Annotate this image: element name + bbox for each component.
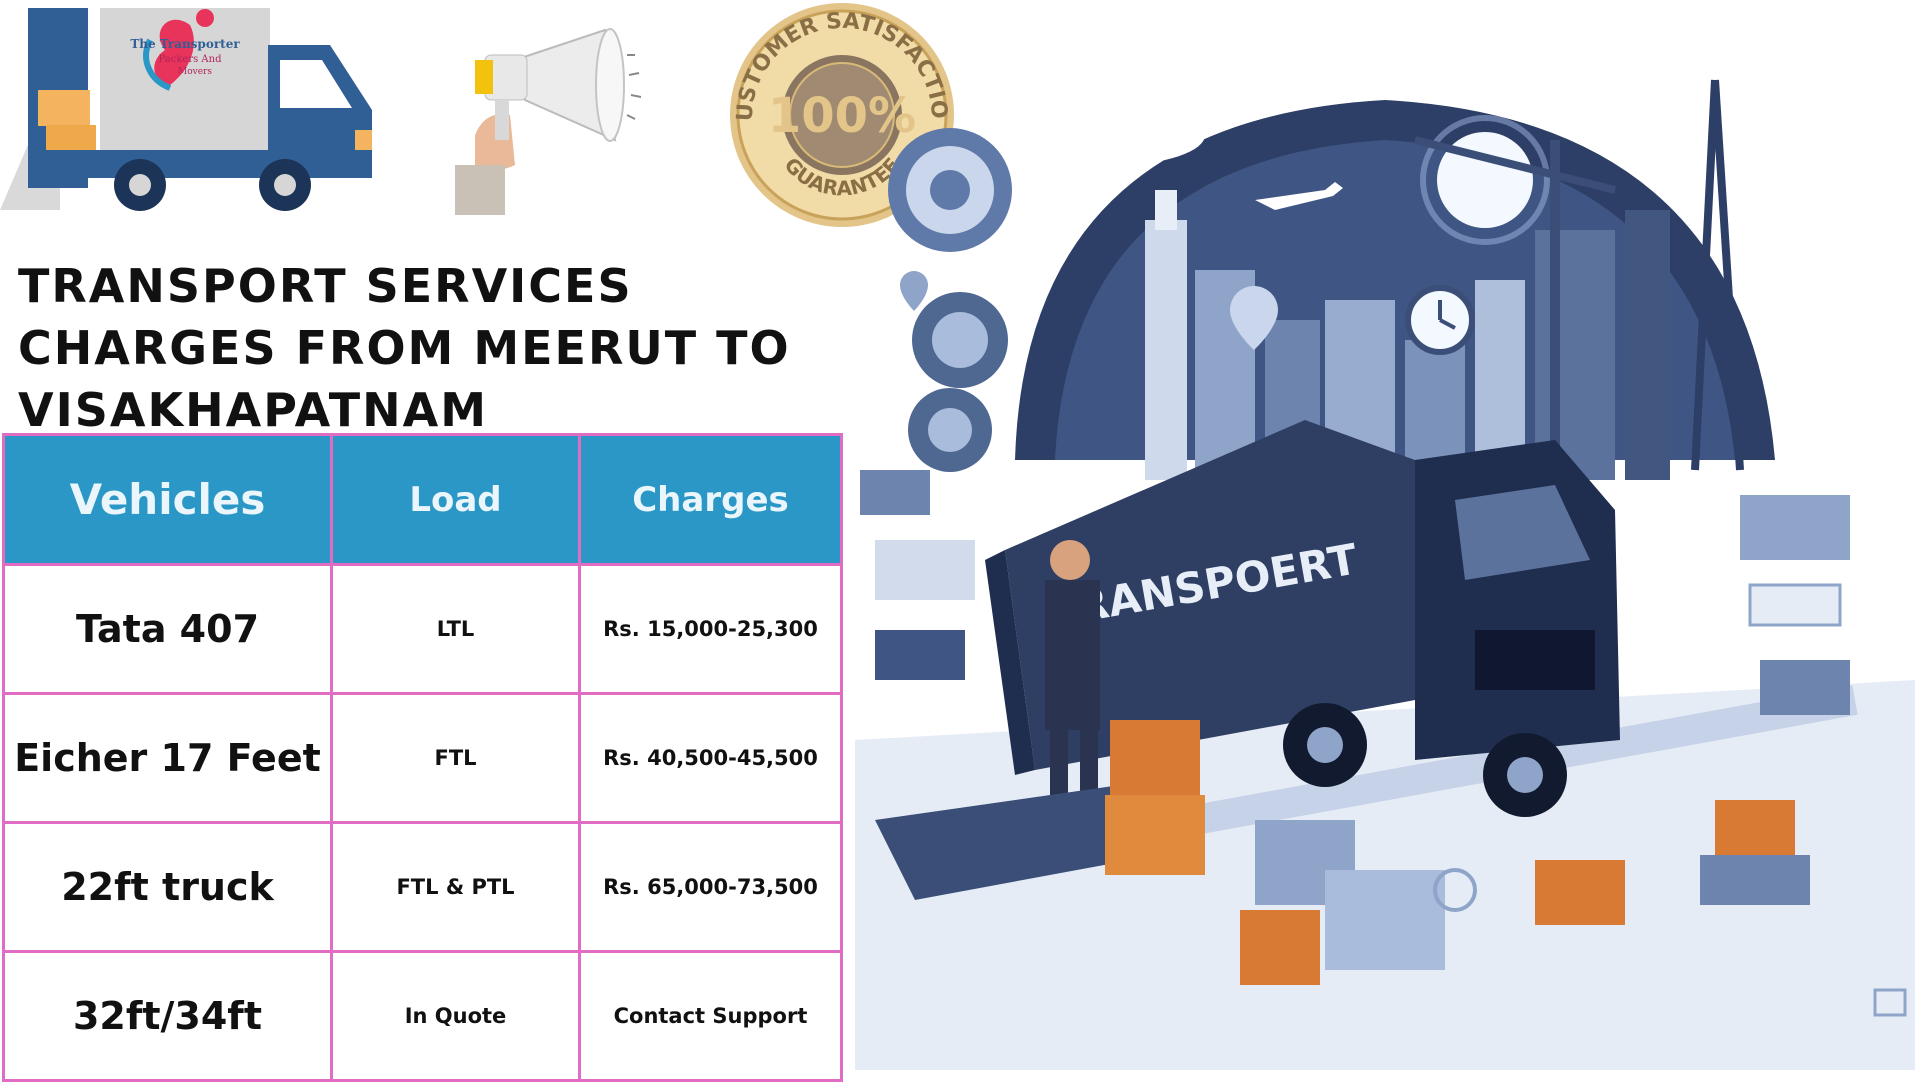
location-pin-icon (1230, 286, 1278, 350)
header-charges: Charges (578, 433, 843, 566)
vehicle-cell: 32ft/34ft (2, 950, 333, 1082)
charges-cell: Rs. 65,000-73,500 (578, 821, 843, 953)
vehicle-cell: Eicher 17 Feet (2, 692, 333, 824)
box-icon (1700, 855, 1810, 905)
page-title: TRANSPORT SERVICES CHARGES FROM MEERUT T… (18, 259, 791, 437)
box-icon (1535, 860, 1625, 925)
table-header-row: Vehicles Load Charges (2, 433, 843, 566)
airplane-icon (1255, 182, 1343, 210)
charges-cell: Rs. 15,000-25,300 (578, 563, 843, 695)
vehicle-cell: 22ft truck (2, 821, 333, 953)
box-icon (1240, 910, 1320, 985)
location-pin-icon (1433, 868, 1477, 912)
rates-table: Vehicles Load Charges Tata 407 LTL Rs. 1… (2, 433, 843, 1082)
logo-line-2: Packers And (159, 54, 223, 65)
location-pin-icon (900, 271, 928, 311)
small-truck-icon (875, 540, 975, 600)
small-truck-icon (860, 470, 930, 515)
charges-cell: Contact Support (578, 950, 843, 1082)
gear-icon (888, 128, 1012, 252)
van-icon (875, 630, 965, 680)
header-vehicles: Vehicles (2, 433, 333, 566)
table-row: Tata 407 LTL Rs. 15,000-25,300 (2, 563, 843, 695)
gear-icon (908, 388, 992, 472)
transport-illustration: TRANSPOERT (855, 79, 1915, 1070)
logo-line-1: The Transporter (130, 37, 240, 51)
badge-center-text: 100% (768, 88, 916, 144)
vehicle-cell: Tata 407 (2, 563, 333, 695)
box-icon (1110, 720, 1200, 795)
barcode-icon (1873, 988, 1907, 1017)
box-icon (1715, 800, 1795, 855)
flatbed-truck-icon (1748, 583, 1842, 627)
logo-line-3: Movers (178, 67, 212, 77)
load-cell: LTL (330, 563, 581, 695)
load-cell: FTL & PTL (330, 821, 581, 953)
header-load: Load (330, 433, 581, 566)
box-icon (1105, 795, 1205, 875)
truck-container (1005, 420, 1415, 770)
gear-icon (912, 292, 1008, 388)
small-truck-icon (1740, 495, 1850, 560)
logo-truck-icon: The Transporter Packers And Movers (0, 0, 380, 215)
table-row: 32ft/34ft In Quote Contact Support (2, 950, 843, 1082)
van-icon (1760, 660, 1850, 715)
charges-cell: Rs. 40,500-45,500 (578, 692, 843, 824)
truck-cab (1415, 440, 1620, 760)
load-cell: In Quote (330, 950, 581, 1082)
megaphone-icon (455, 28, 642, 215)
moon-icon (1437, 132, 1533, 228)
load-cell: FTL (330, 692, 581, 824)
person-icon (1050, 540, 1090, 580)
box-icon (1325, 870, 1445, 970)
table-row: 22ft truck FTL & PTL Rs. 65,000-73,500 (2, 821, 843, 953)
table-row: Eicher 17 Feet FTL Rs. 40,500-45,500 (2, 692, 843, 824)
